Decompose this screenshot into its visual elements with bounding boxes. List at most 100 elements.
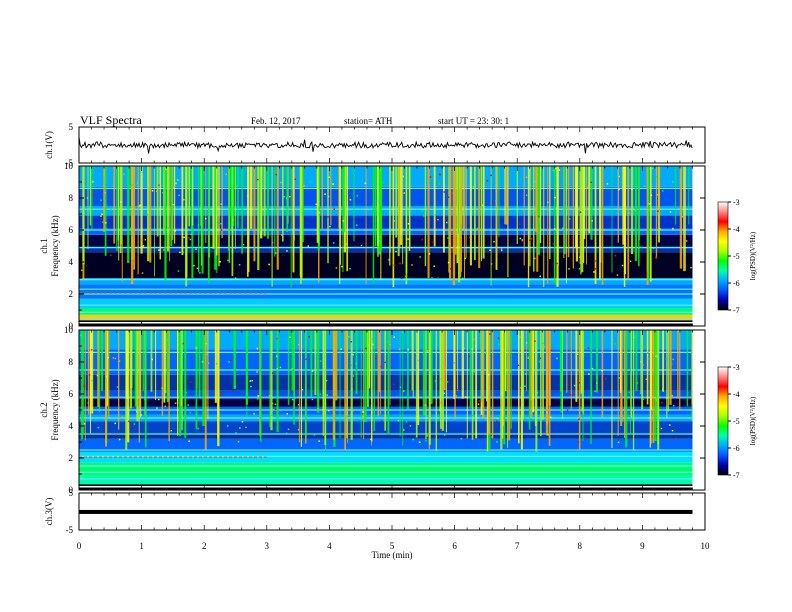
speckle <box>393 383 395 386</box>
sferic-streak <box>101 330 103 391</box>
x-tick-label: 10 <box>701 541 711 551</box>
sferic-streak <box>259 166 261 233</box>
speckle <box>489 249 491 252</box>
speckle <box>344 243 347 245</box>
speckle <box>87 402 90 404</box>
speckle <box>370 404 373 407</box>
speckle <box>452 192 455 194</box>
sferic-streak <box>520 330 523 450</box>
speckle <box>130 356 132 358</box>
speckle <box>297 428 300 431</box>
speckle <box>274 403 277 406</box>
sferic-streak <box>144 330 147 448</box>
speckle <box>439 428 441 431</box>
sferic-streak <box>445 330 447 433</box>
speckle <box>552 169 554 172</box>
speckle <box>281 207 284 210</box>
sferic-streak <box>298 330 300 443</box>
speckle <box>537 215 540 218</box>
sferic-streak <box>237 166 239 229</box>
sferic-streak <box>324 330 327 446</box>
sferic-streak <box>338 166 340 229</box>
speckle <box>349 198 352 201</box>
speckle <box>151 358 154 361</box>
sferic-streak <box>619 330 622 393</box>
speckle <box>558 169 561 171</box>
sferic-streak <box>677 330 679 399</box>
sferic-streak <box>118 166 120 261</box>
speckle <box>485 352 487 355</box>
speckle <box>542 342 544 345</box>
speckle <box>397 419 400 422</box>
speckle <box>286 412 288 415</box>
speckle <box>638 202 640 204</box>
sferic-streak <box>625 330 628 448</box>
sferic-streak <box>405 166 408 273</box>
speckle <box>133 423 136 425</box>
sferic-streak <box>441 330 444 431</box>
speckle <box>405 420 408 423</box>
y-tick-label: 4 <box>69 421 74 431</box>
sferic-streak <box>364 330 367 423</box>
speckle <box>443 434 446 436</box>
y-axis-label: ch.1(V) <box>44 131 54 159</box>
sferic-streak <box>688 166 690 225</box>
sferic-streak <box>108 330 110 418</box>
speckle <box>354 245 356 248</box>
sferic-streak <box>622 166 625 245</box>
sferic-streak <box>140 166 143 254</box>
speckle <box>189 238 192 241</box>
sferic-streak <box>502 330 505 426</box>
sferic-streak <box>559 330 563 392</box>
speckle <box>662 388 664 391</box>
sferic-streak <box>630 166 634 255</box>
speckle <box>188 440 190 443</box>
sferic-streak <box>581 166 584 273</box>
speckle <box>496 441 498 443</box>
speckle <box>647 208 649 211</box>
sferic-streak <box>330 166 332 225</box>
speckle <box>223 228 226 231</box>
speckle <box>525 176 528 178</box>
sferic-streak <box>113 166 116 244</box>
speckle <box>131 234 134 237</box>
sferic-streak <box>500 330 503 450</box>
freq-band <box>79 462 693 476</box>
colorbar-tick-label: -4 <box>733 225 740 234</box>
speckle <box>362 415 364 417</box>
speckle <box>539 360 541 363</box>
speckle <box>135 410 138 413</box>
sferic-streak <box>417 330 420 426</box>
speckle <box>301 235 304 238</box>
speckle <box>657 402 659 405</box>
sferic-streak <box>214 166 217 270</box>
speckle <box>669 211 672 213</box>
speckle <box>195 248 197 251</box>
speckle <box>642 364 644 366</box>
speckle <box>82 277 85 280</box>
speckle <box>465 396 467 398</box>
sferic-streak <box>200 166 202 227</box>
speckle <box>423 215 425 217</box>
sferic-streak <box>684 166 686 271</box>
y-tick-label: 6 <box>69 389 74 399</box>
speckle <box>486 179 489 182</box>
sferic-streak <box>91 166 93 231</box>
sferic-streak <box>387 330 390 435</box>
speckle <box>443 392 445 395</box>
sferic-streak <box>453 330 456 400</box>
speckle <box>579 170 581 172</box>
speckle <box>294 396 296 399</box>
sferic-streak <box>624 330 626 438</box>
speckle <box>447 237 449 239</box>
sferic-streak <box>372 166 375 283</box>
sferic-streak <box>377 166 379 246</box>
sferic-streak <box>270 330 273 431</box>
sferic-streak <box>532 330 535 413</box>
sferic-streak <box>378 166 381 255</box>
sferic-streak <box>529 166 531 267</box>
sferic-streak <box>185 166 188 287</box>
speckle <box>469 236 472 239</box>
sferic-streak <box>646 330 649 405</box>
